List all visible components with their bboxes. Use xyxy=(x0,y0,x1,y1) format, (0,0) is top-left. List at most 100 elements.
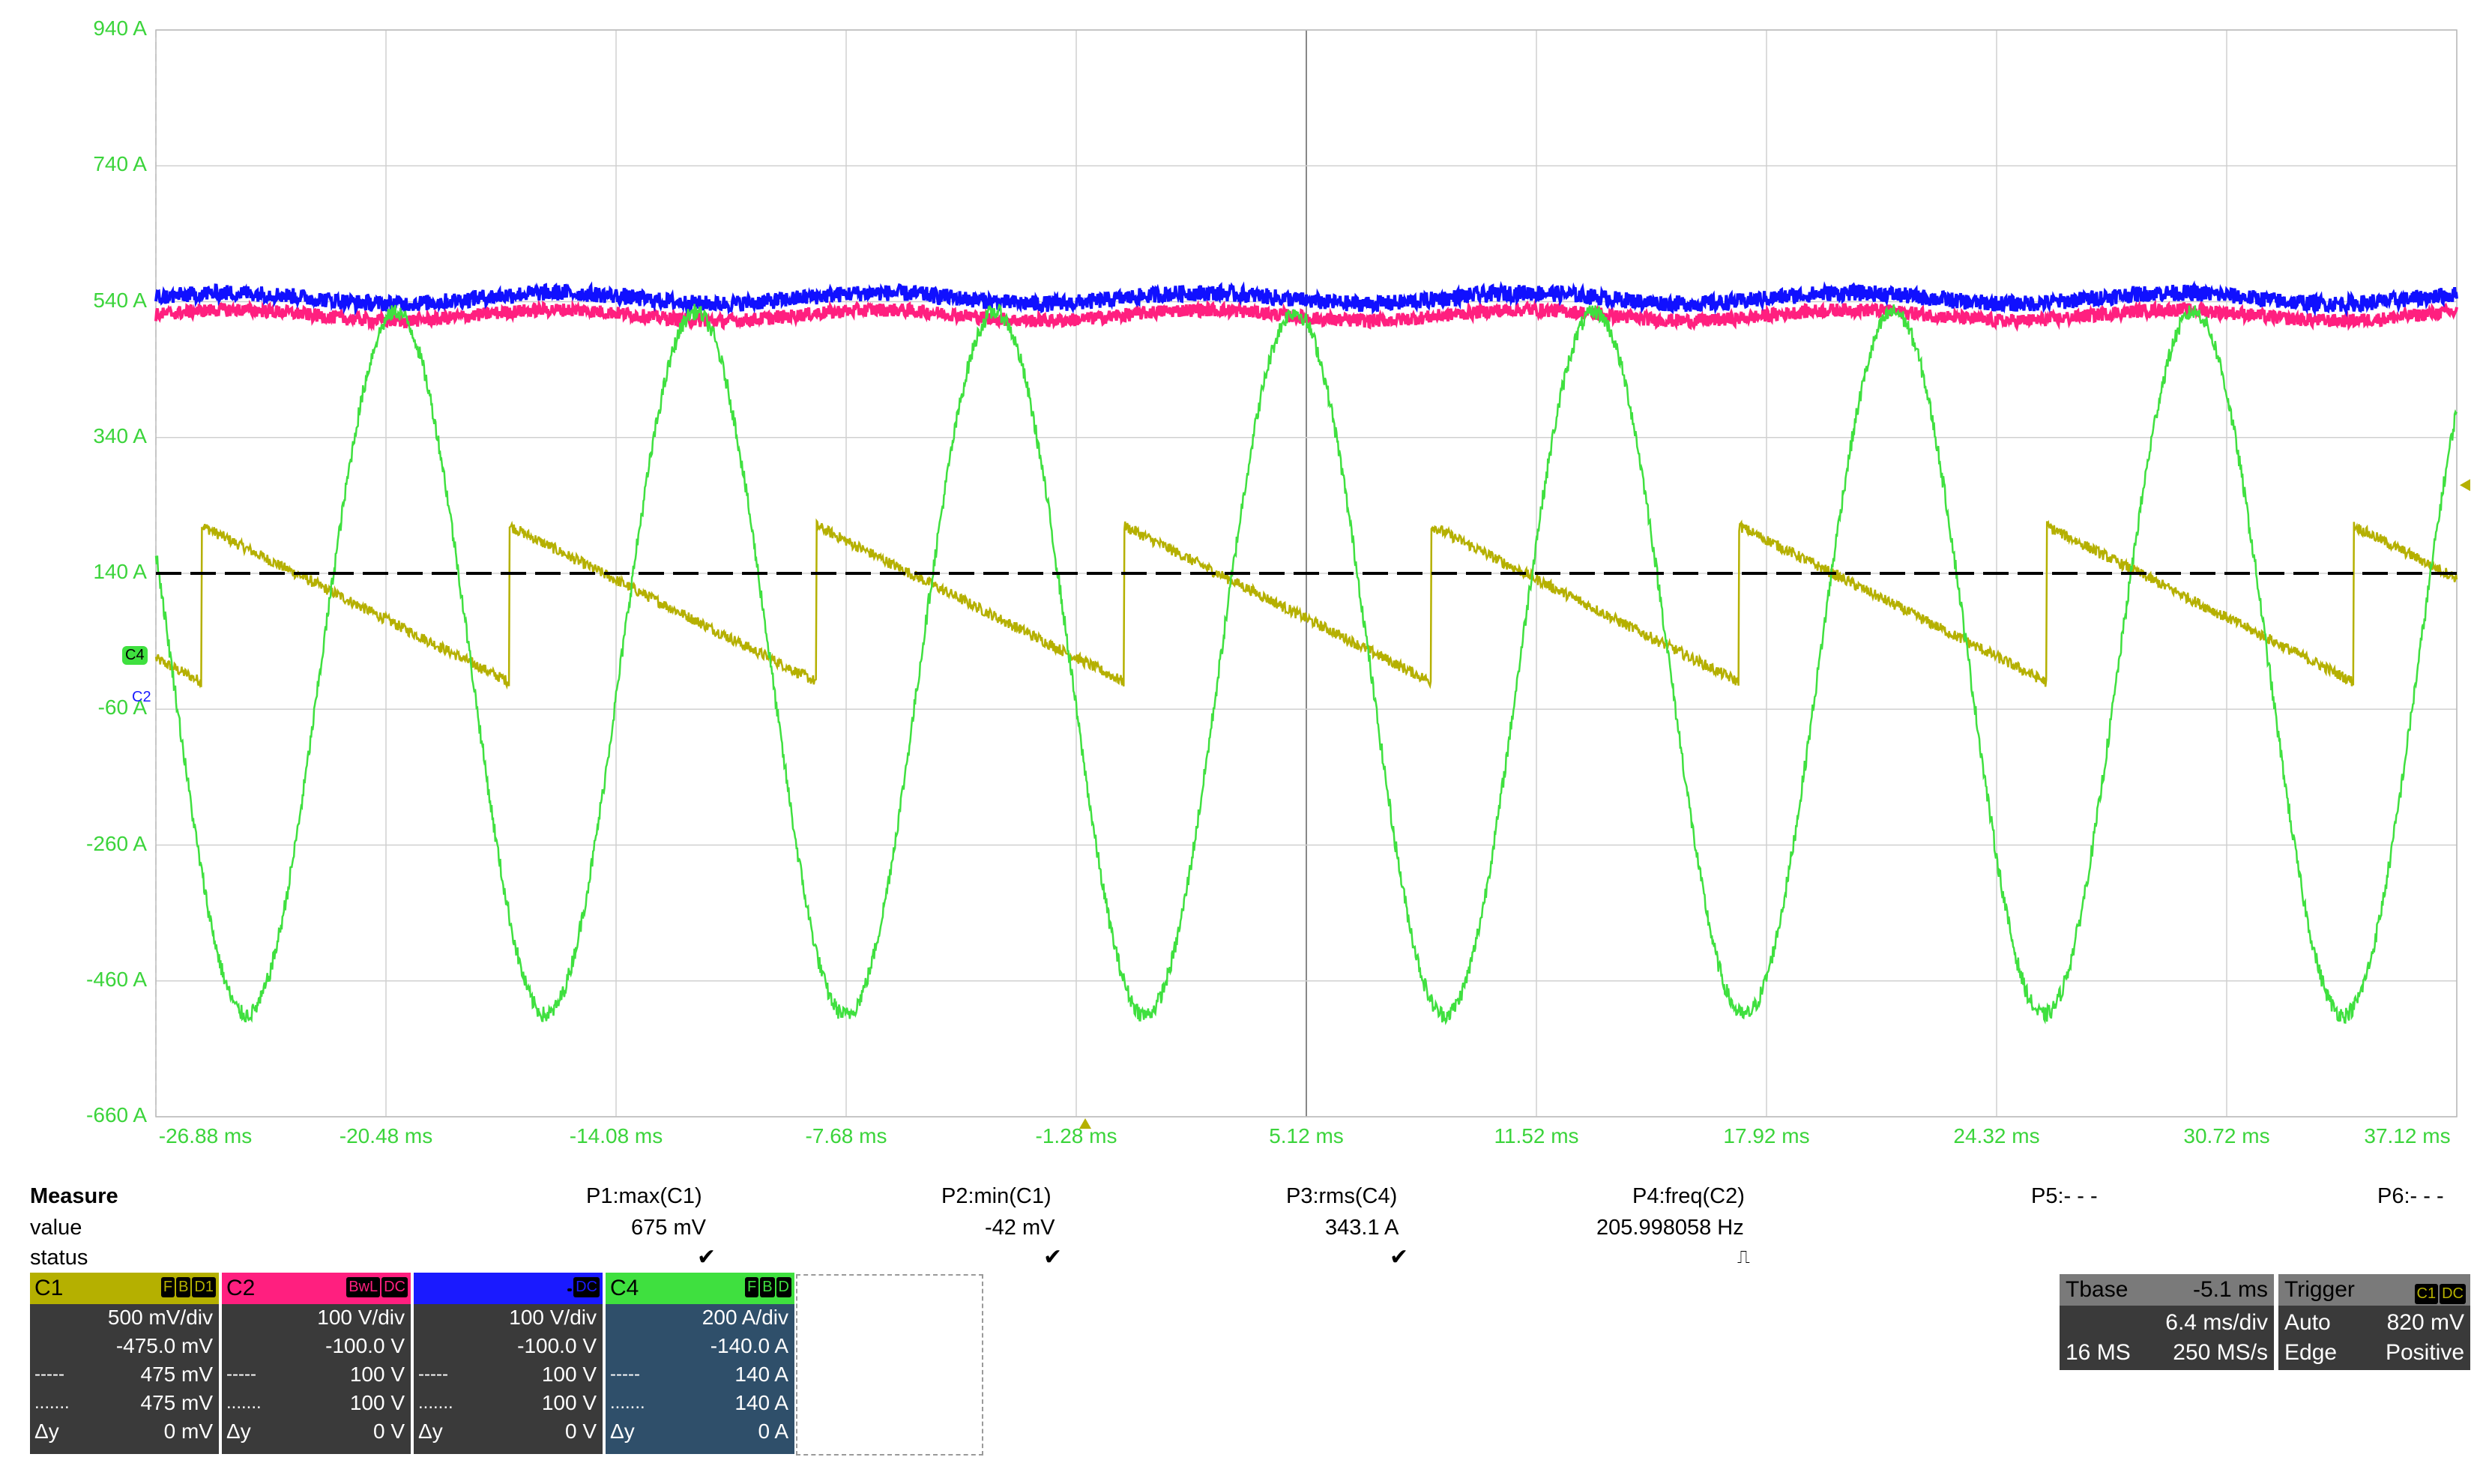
channel-offset: -100.0 V xyxy=(517,1334,597,1357)
timebase-delay: -5.1 ms xyxy=(2192,1277,2268,1302)
x-tick-label: 17.92 ms xyxy=(1723,1124,1810,1147)
series-C3 xyxy=(154,280,2458,318)
y-tick-label: 540 A xyxy=(93,288,147,312)
channel-offset: -100.0 V xyxy=(325,1334,405,1357)
trigger-source-tag: C1 xyxy=(2414,1284,2439,1304)
c2-ground-marker[interactable]: C2 xyxy=(132,689,151,705)
channel-name: C4 xyxy=(610,1276,639,1300)
x-tick-label: -14.08 ms xyxy=(569,1124,663,1147)
c4-ground-marker[interactable]: C4 xyxy=(122,646,148,665)
measure-p5-label[interactable]: P5:- - - xyxy=(2031,1184,2098,1208)
timebase-samples: 16 MS xyxy=(2066,1340,2131,1365)
channel-offset: -475.0 mV xyxy=(115,1334,213,1357)
waveform-plot xyxy=(154,29,2470,1129)
cursor2-label: ....... xyxy=(34,1393,70,1413)
y-tick-label: -60 A xyxy=(97,696,147,720)
channel-scale: 100 V/div xyxy=(317,1306,405,1329)
channel-tag: BwL xyxy=(346,1277,381,1297)
measure-p1-value: 675 mV xyxy=(631,1216,706,1240)
delta-y-label: Δy xyxy=(610,1420,635,1443)
measure-p1-status: ✔ xyxy=(697,1245,716,1270)
cursor2-value: 140 A xyxy=(734,1391,788,1414)
cursor2-value: 475 mV xyxy=(140,1391,214,1414)
delta-y-value: 0 A xyxy=(758,1420,788,1443)
channel-box-2[interactable]: C2 BwL DC 100 V/div -100.0 V ----- 100 V .… xyxy=(222,1273,411,1454)
y-tick-label: 140 A xyxy=(93,560,147,583)
timebase-panel[interactable]: Tbase -5.1 ms 6.4 ms/div 16 MS 250 MS/s xyxy=(2060,1274,2274,1370)
measure-p4-value: 205.998058 Hz xyxy=(1596,1216,1744,1240)
x-tick-label: 37.12 ms xyxy=(2364,1124,2451,1147)
oscilloscope-display: 940 A 740 A 540 A 340 A 140 A -60 A -260 A -460… xyxy=(86,16,2470,1147)
channel-scale: 200 A/div xyxy=(702,1306,788,1329)
measure-p2-label[interactable]: P2:min(C1) xyxy=(941,1184,1052,1208)
trigger-mode: Auto xyxy=(2284,1310,2331,1335)
timebase-per-div: 6.4 ms/div xyxy=(2165,1310,2268,1335)
trigger-coupling-tag: DC xyxy=(2440,1284,2466,1304)
channel-tag: D1 xyxy=(192,1277,216,1297)
trigger-type: Edge xyxy=(2284,1340,2338,1365)
trigger-slope: Positive xyxy=(2385,1340,2464,1365)
channel-tag: DC xyxy=(381,1277,408,1297)
trigger-level-marker xyxy=(2460,479,2470,492)
measure-title: Measure xyxy=(30,1184,118,1208)
trigger-level: 820 mV xyxy=(2386,1310,2464,1335)
cursor1-value: 475 mV xyxy=(140,1363,214,1386)
timebase-rate: 250 MS/s xyxy=(2173,1340,2268,1365)
measure-p3-value: 343.1 A xyxy=(1325,1216,1399,1240)
x-tick-label: -1.28 ms xyxy=(1035,1124,1117,1147)
cursor1-label: ----- xyxy=(226,1364,256,1384)
delta-y-value: 0 mV xyxy=(163,1420,213,1443)
channel-tag: F xyxy=(744,1277,759,1297)
x-tick-label: 24.32 ms xyxy=(1953,1124,2040,1147)
measure-p3-label[interactable]: P3:rms(C4) xyxy=(1286,1184,1398,1208)
x-tick-label: -7.68 ms xyxy=(805,1124,887,1147)
delta-y-value: 0 V xyxy=(564,1420,597,1443)
channel-name: C1 xyxy=(34,1276,64,1300)
cursor2-value: 100 V xyxy=(349,1391,405,1414)
channel-offset: -140.0 A xyxy=(710,1334,788,1357)
series-C4 xyxy=(154,303,2458,1025)
channel-tag: B xyxy=(176,1277,191,1297)
y-tick-label: 340 A xyxy=(93,423,147,447)
cursor1-value: 100 V xyxy=(541,1363,597,1386)
channel-tag: B xyxy=(760,1277,775,1297)
timebase-title: Tbase xyxy=(2066,1277,2129,1302)
delta-y-label: Δy xyxy=(226,1420,251,1443)
x-tick-label: 11.52 ms xyxy=(1494,1124,1579,1147)
cursor1-label: ----- xyxy=(34,1364,64,1384)
cursor2-label: ....... xyxy=(226,1393,262,1413)
cursor2-value: 100 V xyxy=(541,1391,597,1414)
channel-tag xyxy=(567,1288,573,1291)
y-tick-label: 740 A xyxy=(93,152,147,176)
y-tick-label: 940 A xyxy=(93,16,147,40)
cursor1-label: ----- xyxy=(610,1364,640,1384)
cursor1-label: ----- xyxy=(418,1364,448,1384)
measure-p2-status: ✔ xyxy=(1043,1245,1063,1270)
measure-row-status: status xyxy=(30,1246,88,1270)
cursor1-value: 100 V xyxy=(349,1363,405,1386)
x-tick-label: 30.72 ms xyxy=(2183,1124,2270,1147)
trigger-panel[interactable]: Trigger C1 DC Auto 820 mV Edge Positive xyxy=(2278,1274,2470,1370)
measure-row-value: value xyxy=(30,1216,82,1240)
channel-tag: D xyxy=(776,1277,791,1297)
channel-box-3[interactable]: DC 100 V/div -100.0 V ----- 100 V .......… xyxy=(414,1273,603,1454)
x-tick-label: 5.12 ms xyxy=(1269,1124,1344,1147)
delta-y-label: Δy xyxy=(418,1420,443,1443)
y-tick-label: -660 A xyxy=(86,1103,147,1126)
empty-channel-slot[interactable] xyxy=(796,1274,983,1456)
channel-tag: F xyxy=(160,1277,175,1297)
cursor2-label: ....... xyxy=(610,1393,645,1413)
y-tick-label: -260 A xyxy=(86,831,147,855)
cursor2-label: ....... xyxy=(418,1393,453,1413)
measure-p4-status: ⎍ xyxy=(1737,1247,1750,1267)
measure-p4-label[interactable]: P4:freq(C2) xyxy=(1632,1184,1745,1208)
x-tick-label: -20.48 ms xyxy=(339,1124,433,1147)
channel-tag: DC xyxy=(573,1277,600,1297)
measure-p6-label[interactable]: P6:- - - xyxy=(2377,1184,2444,1208)
delta-y-label: Δy xyxy=(34,1420,59,1443)
delta-y-value: 0 V xyxy=(372,1420,405,1443)
channel-box-1[interactable]: C1 F B D1 500 mV/div -475.0 mV ----- 475 mV… xyxy=(30,1273,219,1454)
measure-p1-label[interactable]: P1:max(C1) xyxy=(586,1184,702,1208)
measure-p2-value: -42 mV xyxy=(985,1216,1055,1240)
